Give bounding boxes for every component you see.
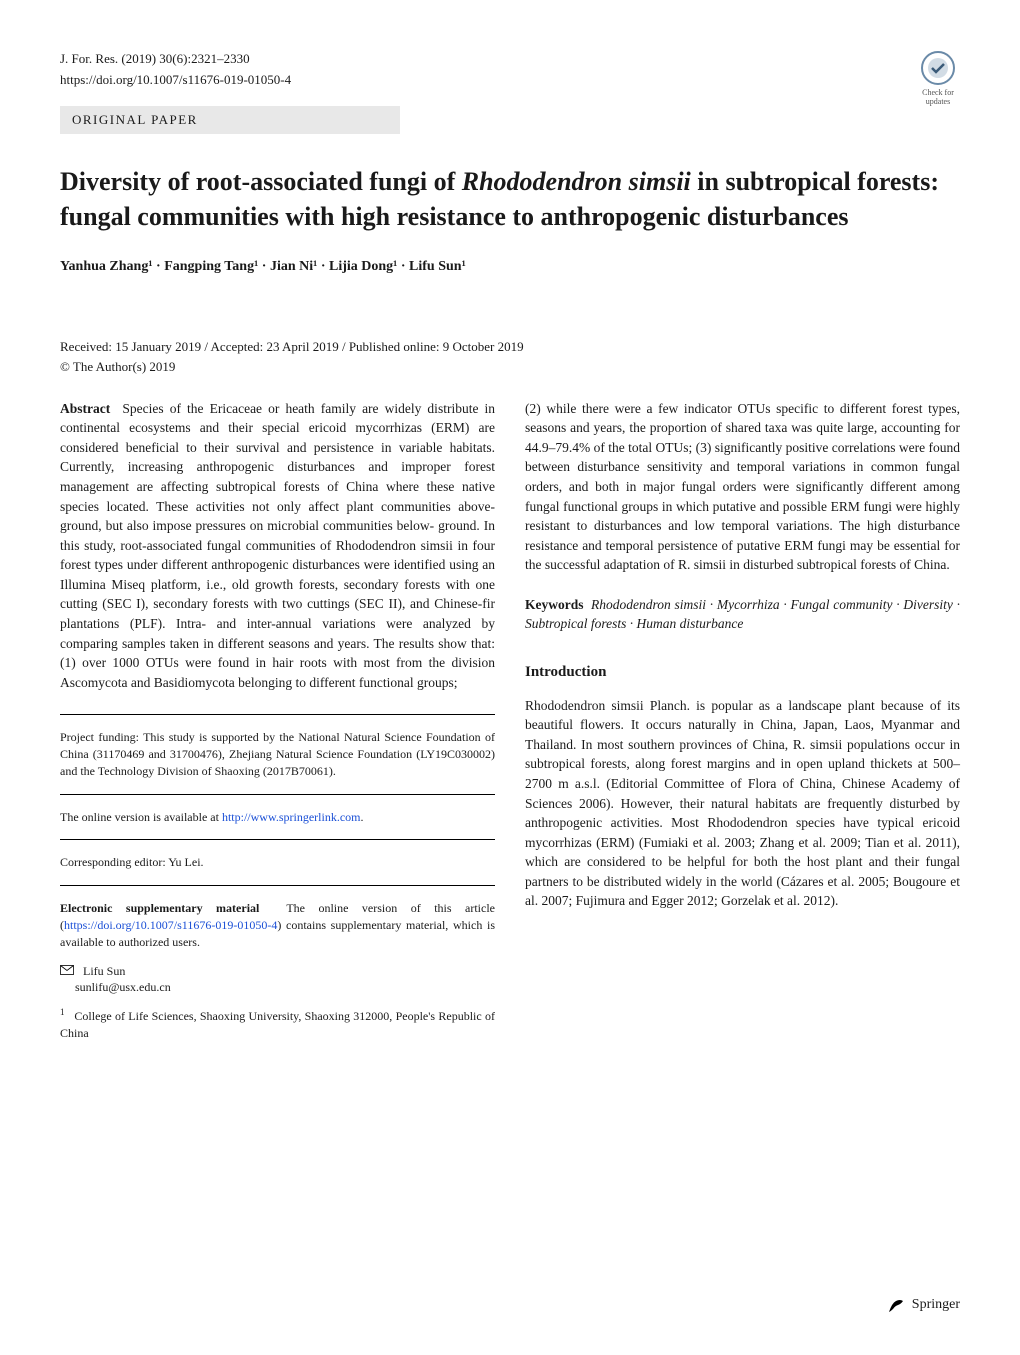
separator [60,794,495,795]
springer-text: Springer [912,1297,960,1313]
corr-author-name: Lifu Sun [83,964,125,978]
springerlink-url[interactable]: http://www.springerlink.com [222,810,361,824]
left-column: Abstract Species of the Ericaceae or hea… [60,399,495,1042]
paper-type-label: ORIGINAL PAPER [60,106,400,134]
online-post: . [361,810,364,824]
springer-logo: Springer [886,1295,960,1315]
keywords-label: Keywords [525,597,584,612]
supp-doi-link[interactable]: https://doi.org/10.1007/s11676-019-01050… [64,918,277,932]
check-updates-badge[interactable]: Check for updates [916,50,960,106]
corresponding-author: Lifu Sun sunlifu@usx.edu.cn [60,963,495,997]
title-pre: Diversity of root-associated fungi of [60,167,462,196]
abstract-continued: (2) while there were a few indicator OTU… [525,399,960,575]
paper-title: Diversity of root-associated fungi of Rh… [60,164,940,234]
abstract-text: Species of the Ericaceae or heath family… [60,401,495,690]
affiliation-number: 1 [60,1007,65,1017]
authors-list: Yanhua Zhang¹ · Fangping Tang¹ · Jian Ni… [60,256,480,278]
springer-horse-icon [886,1295,906,1315]
online-pre: The online version is available at [60,810,222,824]
check-updates-text: Check for updates [922,88,954,106]
affiliation: 1 College of Life Sciences, Shaoxing Uni… [60,1006,495,1042]
doi-link[interactable]: https://doi.org/10.1007/s11676-019-01050… [60,72,960,88]
separator [60,839,495,840]
corresponding-editor: Corresponding editor: Yu Lei. [60,854,495,871]
introduction-heading: Introduction [525,662,960,684]
separator [60,885,495,886]
supplementary-material-note: Electronic supplementary material The on… [60,900,495,950]
introduction-text: Rhododendron simsii Planch. is popular a… [525,696,960,911]
keywords-text: Rhododendron simsii · Mycorrhiza · Funga… [525,597,960,632]
supp-label: Electronic supplementary material [60,901,259,915]
keywords-paragraph: Keywords Rhododendron simsii · Mycorrhiz… [525,595,960,634]
mail-icon [60,963,74,980]
journal-info: J. For. Res. (2019) 30(6):2321–2330 [60,50,960,68]
footnotes: Project funding: This study is supported… [60,729,495,1042]
corr-author-email[interactable]: sunlifu@usx.edu.cn [75,980,171,994]
funding-note: Project funding: This study is supported… [60,729,495,779]
title-species: Rhododendron simsii [462,167,691,196]
two-column-layout: Abstract Species of the Ericaceae or hea… [60,399,960,1042]
abstract-label: Abstract [60,401,110,416]
right-column: (2) while there were a few indicator OTU… [525,399,960,1042]
online-version-note: The online version is available at http:… [60,809,495,826]
copyright: © The Author(s) 2019 [60,359,960,375]
article-dates: Received: 15 January 2019 / Accepted: 23… [60,339,960,355]
check-circle-icon [920,50,956,86]
abstract-paragraph: Abstract Species of the Ericaceae or hea… [60,399,495,692]
affiliation-text: College of Life Sciences, Shaoxing Unive… [60,1009,495,1040]
separator [60,714,495,715]
